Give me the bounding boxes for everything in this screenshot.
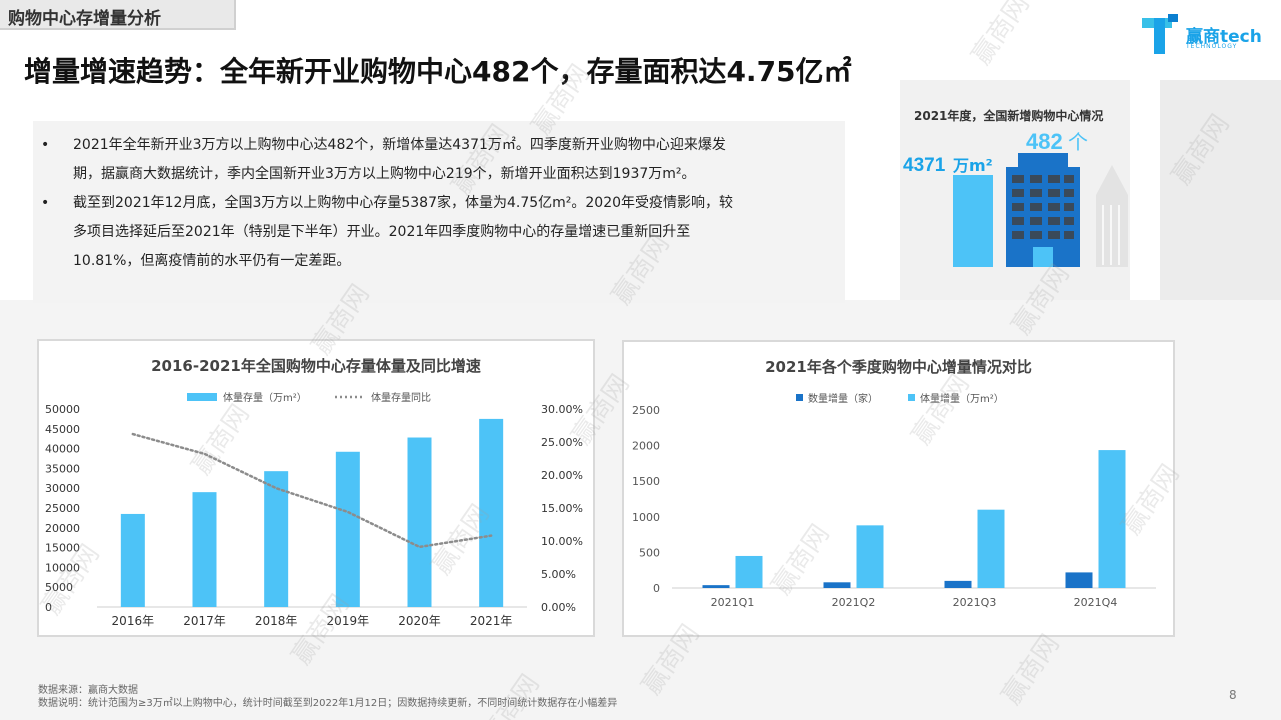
bar-count xyxy=(944,580,972,588)
line-growth xyxy=(131,432,493,549)
y-right-tick-label: 10.00% xyxy=(541,535,583,548)
bar-area xyxy=(856,525,884,588)
page-number: 8 xyxy=(1229,688,1237,702)
stock-chart-panel: 2016-2021年全国购物中心存量体量及同比增速 体量存量（万m²） 体量存量同… xyxy=(37,339,595,637)
quarterly-chart-panel: 2021年各个季度购物中心增量情况对比 数量增量（家） 体量增量（万m²） 0 500… xyxy=(622,340,1175,637)
y-tick-label: 2500 xyxy=(632,404,660,417)
building-icon xyxy=(1006,153,1080,267)
bar-stock xyxy=(120,513,145,607)
bar-count xyxy=(1065,572,1093,588)
y-right-tick-label: 20.00% xyxy=(541,469,583,482)
legend-label: 体量存量（万m²） xyxy=(223,391,307,404)
section-tab-label: 购物中心存增量分析 xyxy=(8,9,161,29)
bullet-item: • 截至到2021年12月底，全国3万方以上购物中心存量5387家，体量为4.7… xyxy=(41,189,863,276)
legend-label: 体量存量同比 xyxy=(371,391,431,404)
quarterly-increment-chart: 数量增量（家） 体量增量（万m²） 0 500 1000 1500 2000 2500 2021… xyxy=(632,392,1156,609)
page-headline: 增量增速趋势：全年新开业购物中心482个，存量面积达4.75亿㎡ xyxy=(24,55,852,88)
y-right-tick-label: 15.00% xyxy=(541,502,583,515)
x-tick-label: 2017年 xyxy=(183,614,226,628)
brand-logo: 赢商tech TECHNOLOGY xyxy=(1142,14,1264,56)
data-source: 数据来源：赢商大数据 xyxy=(38,685,138,696)
bar-area xyxy=(977,509,1005,588)
bar-count xyxy=(702,585,730,588)
y-tick-label: 500 xyxy=(639,546,660,559)
bullet-dot: • xyxy=(41,137,50,153)
bar-area xyxy=(735,555,763,588)
y-right-tick-label: 30.00% xyxy=(541,403,583,416)
chart-title: 2021年各个季度购物中心增量情况对比 xyxy=(765,358,1032,376)
stock-volume-chart: 体量存量（万m²） 体量存量同比 0 5000 10000 15000 20000 25000… xyxy=(45,391,583,628)
y-left-tick-label: 35000 xyxy=(45,462,80,475)
logo-mark-icon xyxy=(1142,14,1178,54)
y-left-tick-label: 0 xyxy=(45,601,52,614)
legend-label: 体量增量（万m²） xyxy=(920,392,1004,405)
x-tick-label: 2019年 xyxy=(327,614,370,628)
legend-swatch-area xyxy=(908,394,915,401)
legend-label: 数量增量（家） xyxy=(808,392,878,405)
bar-stock xyxy=(335,451,360,607)
x-tick-label: 2016年 xyxy=(112,614,155,628)
bullet-item: • 2021年全年新开业3万方以上购物中心达482个，新增体量达4371万㎡。四… xyxy=(41,131,863,189)
y-left-tick-label: 15000 xyxy=(45,542,80,555)
y-left-tick-label: 40000 xyxy=(45,443,80,456)
y-left-tick-label: 45000 xyxy=(45,423,80,436)
logo-text: 赢商tech xyxy=(1186,27,1262,47)
bar-stock xyxy=(407,437,432,607)
bar-count xyxy=(823,582,851,588)
x-tick-label: 2021年 xyxy=(470,614,513,628)
legend-swatch-count xyxy=(796,394,803,401)
bullet-line: 多项目选择延后至2021年（特别是下半年）开业。2021年四季度购物中心的存量增… xyxy=(73,224,691,240)
section-tab: 购物中心存增量分析 xyxy=(0,0,236,30)
bullet-dot: • xyxy=(41,195,50,211)
x-tick-label: 2021Q3 xyxy=(953,596,997,609)
bar-stock xyxy=(264,471,289,607)
bar-area xyxy=(1098,450,1126,588)
bullet-line: 10.81%，但离疫情前的水平仍有一定差距。 xyxy=(73,253,351,269)
y-tick-label: 1500 xyxy=(632,475,660,488)
y-right-tick-label: 5.00% xyxy=(541,568,576,581)
y-left-tick-label: 20000 xyxy=(45,522,80,535)
bullet-line: 截至到2021年12月底，全国3万方以上购物中心存量5387家，体量为4.75亿… xyxy=(73,195,734,211)
bullet-line: 2021年全年新开业3万方以上购物中心达482个，新增体量达4371万㎡。四季度… xyxy=(73,137,726,153)
bar-stock xyxy=(192,492,217,607)
count-value: 482 xyxy=(1026,129,1063,154)
x-tick-label: 2021Q4 xyxy=(1074,596,1118,609)
watermark: 赢商网 xyxy=(966,0,1036,71)
bullet-line: 期，据赢商大数据统计，季内全国新开业3万方以上购物中心219个，新增开业面积达到… xyxy=(73,166,696,182)
count-unit: 个 xyxy=(1068,130,1088,154)
y-tick-label: 2000 xyxy=(632,440,660,453)
x-tick-label: 2018年 xyxy=(255,614,298,628)
y-right-tick-label: 25.00% xyxy=(541,436,583,449)
legend-swatch-stock xyxy=(187,393,217,401)
y-left-tick-label: 5000 xyxy=(45,581,73,594)
x-tick-label: 2020年 xyxy=(398,614,441,628)
area-bar-icon xyxy=(953,175,993,267)
bar-stock xyxy=(479,418,504,607)
logo-subtext: TECHNOLOGY xyxy=(1186,43,1238,50)
y-left-tick-label: 25000 xyxy=(45,502,80,515)
x-tick-label: 2021Q2 xyxy=(832,596,876,609)
y-right-tick-label: 0.00% xyxy=(541,601,576,614)
x-tick-label: 2021Q1 xyxy=(711,596,755,609)
y-tick-label: 0 xyxy=(653,582,660,595)
y-tick-label: 1000 xyxy=(632,511,660,524)
chart-title: 2016-2021年全国购物中心存量体量及同比增速 xyxy=(151,357,481,375)
new-mall-infographic: 4371 万m² 482 个 xyxy=(903,129,1128,267)
y-left-tick-label: 50000 xyxy=(45,403,80,416)
y-left-tick-label: 30000 xyxy=(45,482,80,495)
summary-box: • 2021年全年新开业3万方以上购物中心达482个，新增体量达4371万㎡。四… xyxy=(33,121,845,303)
decorative-tower-icon xyxy=(1096,165,1128,267)
area-unit: 万m² xyxy=(952,156,993,175)
y-left-tick-label: 10000 xyxy=(45,561,80,574)
area-value: 4371 xyxy=(903,155,946,176)
infographic-title: 2021年度，全国新增购物中心情况 xyxy=(914,109,1104,123)
data-note: 数据说明：统计范围为≥3万㎡以上购物中心，统计时间截至到2022年1月12日；因… xyxy=(38,698,618,709)
